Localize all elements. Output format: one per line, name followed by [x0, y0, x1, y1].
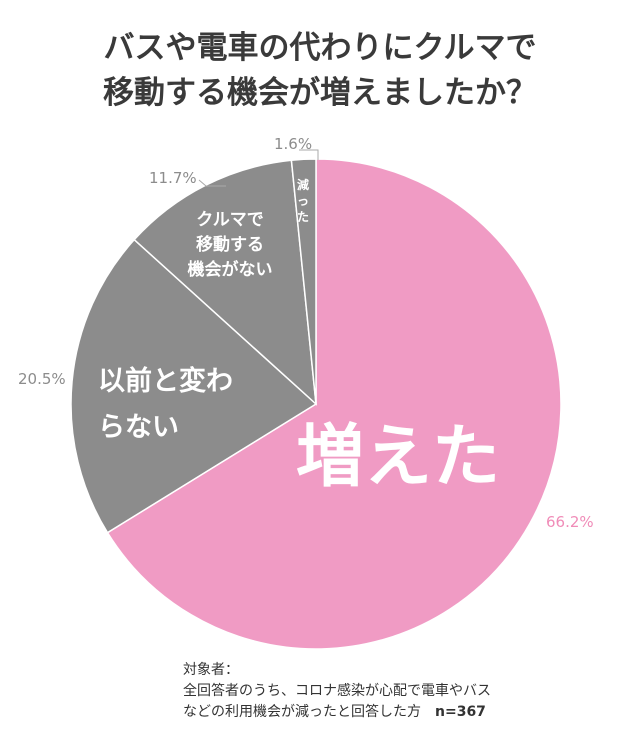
- leader-line-2: [198, 179, 226, 187]
- note-heading: 対象者：: [183, 662, 239, 678]
- slice-label-3-line-0: 減: [297, 177, 309, 192]
- value-label-3: 1.6%: [274, 135, 312, 153]
- title-line-2: 移動する機会が増えましたか？: [103, 75, 537, 111]
- value-label-1: 20.5%: [18, 370, 66, 388]
- slice-label-0: 増えた: [296, 418, 500, 497]
- note-line-1: 全回答者のうち、コロナ感染が心配で電車やバス: [183, 683, 491, 699]
- value-label-2: 11.7%: [149, 169, 197, 187]
- slice-label-0-line-0: 増えた: [296, 418, 500, 497]
- slice-label-2-line-2: 機会がない: [188, 259, 273, 280]
- pie-slice-1: [70, 238, 318, 534]
- respondent-note: 対象者： 全回答者のうち、コロナ感染が心配で電車やバス などの利用機会が減ったと…: [183, 660, 491, 723]
- slice-label-2: クルマで移動する機会がない: [188, 210, 273, 280]
- slice-label-1-line-1: らない: [98, 412, 179, 443]
- value-label-0: 66.2%: [546, 513, 594, 531]
- slice-label-1: 以前と変わらない: [98, 365, 233, 443]
- leader-line-3: [299, 149, 319, 160]
- sample-size: n=367: [435, 704, 486, 720]
- title-line-1: バスや電車の代わりにクルマで: [103, 30, 537, 66]
- slice-label-1-line-0: 以前と変わ: [98, 365, 233, 397]
- pie-slice-3: [290, 158, 317, 405]
- pie-slice-0: [106, 158, 562, 650]
- note-line-2-text: などの利用機会が減ったと回答した方: [183, 704, 421, 720]
- slice-label-3: 減った: [297, 177, 309, 224]
- note-line-2: などの利用機会が減ったと回答した方 n=367: [183, 702, 491, 723]
- slice-label-2-line-0: クルマで: [196, 210, 264, 230]
- slice-label-3-line-1: っ: [297, 194, 309, 208]
- chart-title: バスや電車の代わりにクルマで 移動する機会が増えましたか？: [0, 26, 640, 116]
- slice-label-2-line-1: 移動する: [196, 234, 264, 255]
- slice-label-3-line-2: た: [297, 210, 309, 224]
